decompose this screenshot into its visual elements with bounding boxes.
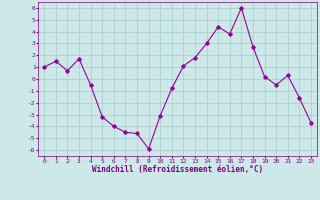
- X-axis label: Windchill (Refroidissement éolien,°C): Windchill (Refroidissement éolien,°C): [92, 165, 263, 174]
